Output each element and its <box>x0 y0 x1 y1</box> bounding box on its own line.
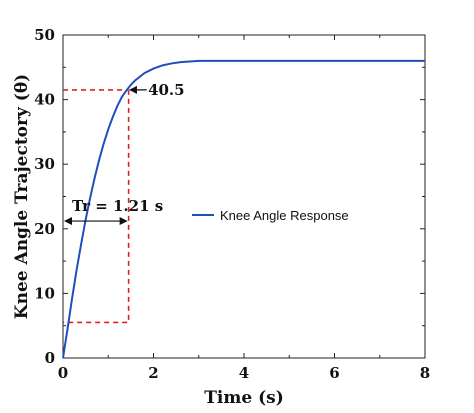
x-tick-label: 2 <box>148 364 158 382</box>
x-tick-label: 4 <box>239 364 249 382</box>
x-axis-title: Time (s) <box>204 388 284 408</box>
plot-area: 0 2 4 6 8 0 10 20 30 40 50 Time (s) Knee Angle Traje… <box>12 26 430 408</box>
y-tick-label: 40 <box>34 91 55 109</box>
y-tick-label: 10 <box>34 284 55 302</box>
legend-label: Knee Angle Response <box>220 208 349 223</box>
x-tick-label: 0 <box>58 364 68 382</box>
y-tick-label: 50 <box>34 26 55 44</box>
x-tick-label: 6 <box>329 364 339 382</box>
peak-annotation-label: 40.5 <box>148 81 185 99</box>
y-tick-label: 0 <box>45 349 55 367</box>
y-axis-title: Knee Angle Trajectory (θ) <box>12 74 32 319</box>
y-tick-label: 30 <box>34 155 55 173</box>
x-tick-label: 8 <box>420 364 430 382</box>
y-tick-label: 20 <box>34 220 55 238</box>
rise-time-label: Tr = 1.21 s <box>72 197 163 215</box>
